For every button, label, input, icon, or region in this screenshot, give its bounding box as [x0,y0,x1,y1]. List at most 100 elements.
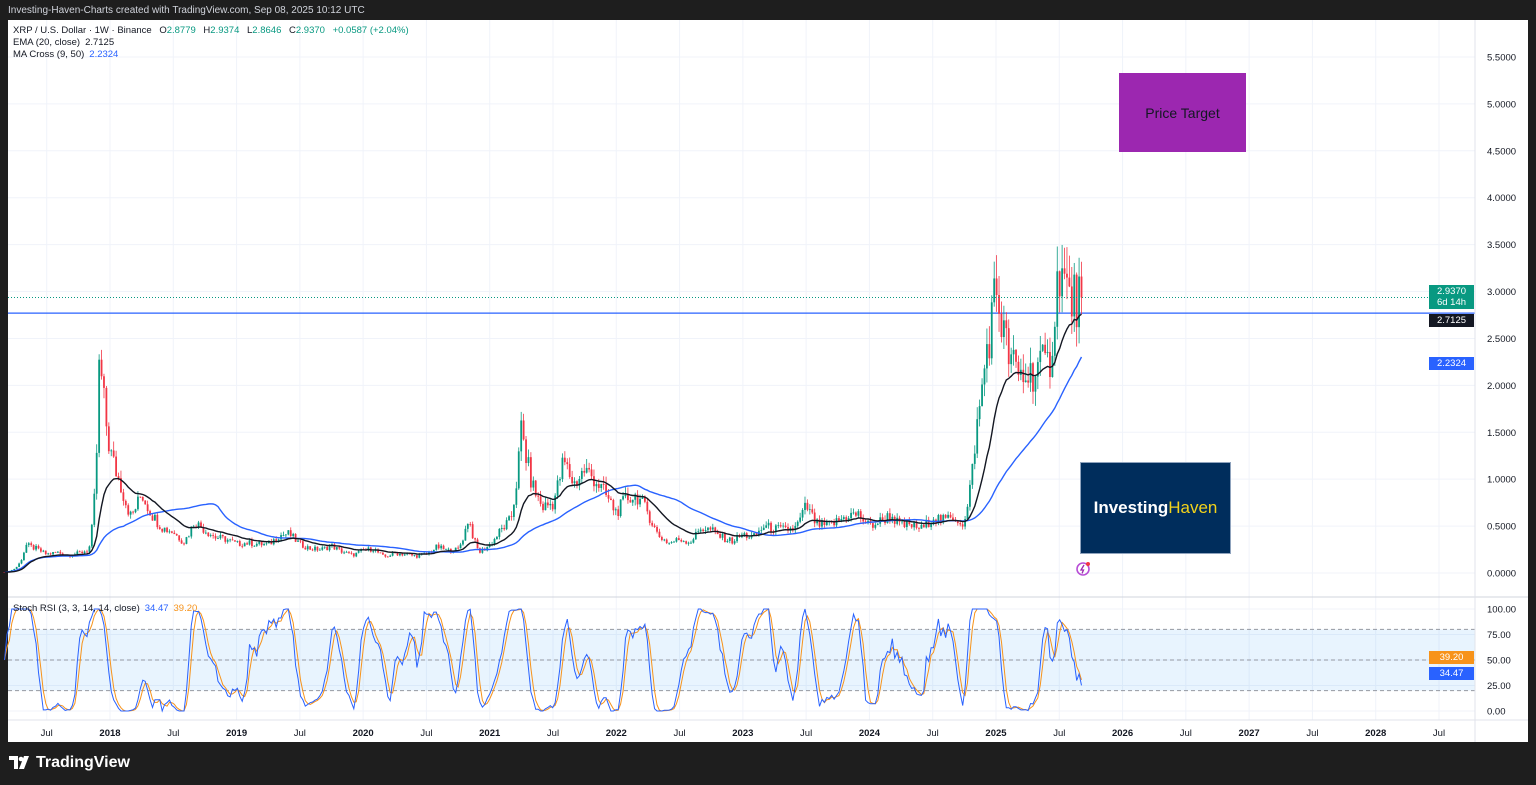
price-tick-label: 2.0000 [1487,381,1516,392]
candle-body [939,514,942,523]
candle-body [479,548,481,553]
candle-body [350,552,353,554]
candle-body [282,535,285,536]
tradingview-logo[interactable]: TradingView [9,754,130,772]
candle-body [214,535,217,539]
candle-body [437,544,440,549]
candle-body [876,523,879,525]
price-target-box[interactable]: Price Target [1119,73,1246,152]
candle-body [238,541,241,546]
candle-body [389,555,392,557]
candle-body [474,538,476,540]
candle-body [777,525,780,527]
stoch-legend[interactable]: Stoch RSI (3, 3, 14, 14, close) 34.47 39.2… [13,603,197,614]
candle-body [1017,361,1020,375]
candle-body [156,514,159,528]
candle-body [287,530,290,535]
candle-body [808,509,811,511]
stoch-d-value: 39.20 [173,603,198,614]
candle-body [597,484,600,488]
candle-body [784,525,787,528]
candle-body [969,484,971,507]
candle-body [857,511,860,516]
symbol-legend[interactable]: XRP / U.S. Dollar · 1W · Binance O2.8779… [13,25,409,36]
candle-body [1073,274,1076,317]
candle-body [571,476,574,484]
candle-body [190,526,193,537]
candle-body [137,496,139,510]
candle-body [910,524,913,528]
candle-body [1046,351,1049,354]
candle-body [796,521,799,526]
price-tick-label: 2.5000 [1487,334,1516,345]
candle-body [1070,286,1073,317]
candle-body [318,549,321,551]
candle-body [692,539,695,543]
ma-legend[interactable]: MA Cross (9, 50) 2.2324 [13,49,118,60]
candle-body [1002,320,1005,338]
candle-body [988,344,991,359]
candle-body [435,544,438,550]
candle-body [309,546,312,550]
candle-body [403,554,406,556]
candle-body [466,523,469,529]
candle-body [590,469,593,477]
candle-body [258,541,261,544]
candle-body [129,511,132,515]
time-tick-label: 2026 [1112,728,1133,739]
candle-body [42,550,45,552]
lightning-alert-icon[interactable] [1074,561,1092,577]
candle-body [476,539,479,549]
candle-body [546,502,549,506]
ma-value: 2.2324 [89,49,119,60]
candle-body [197,522,200,528]
candle-body [529,457,532,488]
candle-body [733,541,736,544]
candle-body [1068,277,1071,287]
candle-body [270,541,273,545]
candle-body [268,541,270,544]
candle-body [697,531,700,533]
candle-body [95,452,98,494]
candle-body [340,548,343,553]
time-tick-label: Jul [1053,728,1065,739]
candle-body [779,525,782,527]
candle-body [818,519,821,527]
candle-body [384,554,387,557]
candle-body [576,481,578,486]
candle-body [93,493,96,525]
time-tick-label: 2019 [226,728,247,739]
candle-body [447,548,450,550]
candle-body [753,533,755,536]
candle-body [813,512,816,524]
candle-body [1000,313,1003,338]
candle-body [721,533,724,538]
candle-body [144,500,147,505]
candle-body [648,511,651,523]
price-tick-label: 5.0000 [1487,99,1516,110]
candle-body [161,528,164,532]
candle-body [682,541,685,543]
ema-legend[interactable]: EMA (20, close) 2.7125 [13,37,114,48]
candle-body [132,511,134,513]
logo-part1: Investing [1093,498,1169,517]
candle-body [221,534,224,537]
candle-body [352,553,355,557]
candle-body [973,453,976,464]
candle-body [200,522,202,528]
time-tick-label: Jul [420,728,432,739]
candle-body [816,519,819,524]
candle-body [251,540,253,547]
candle-body [787,527,789,531]
candle-body [714,527,717,531]
change-value: +0.0587 (+2.04%) [332,25,409,36]
candle-body [1075,274,1078,328]
candle-body [88,546,91,552]
time-tick-label: Jul [1306,728,1318,739]
candle-body [522,420,525,440]
time-tick-label: 2024 [859,728,881,739]
close-value: 2.9370 [295,25,325,36]
price-tick-label: 1.0000 [1487,475,1516,486]
candle-body [20,560,23,564]
